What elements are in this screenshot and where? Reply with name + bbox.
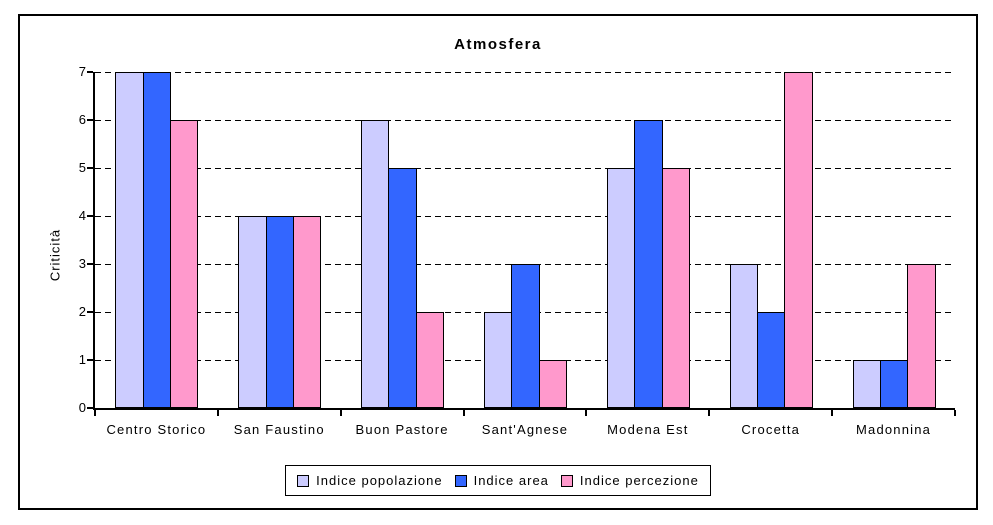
x-tick-4 [585,410,588,416]
y-tick-label-0: 0 [78,400,86,415]
x-tick-5 [708,410,711,416]
legend-label: Indice popolazione [316,473,443,488]
legend-label: Indice percezione [579,473,699,488]
category-label-7: Madonnina [855,422,932,437]
y-tick-label-6: 6 [78,112,86,127]
legend-wrapper: Indice popolazione Indice area Indice perc… [18,465,978,496]
y-tick-label-4: 4 [78,208,86,223]
bar-series1-sant-agnese [484,312,513,408]
legend-swatch-icon [560,474,573,487]
bar-series2-modena-est [634,120,663,408]
x-tick-1 [216,410,219,416]
bar-series1-madonnina [852,360,881,408]
bar-series2-madonnina [879,360,909,408]
x-tick-0 [94,410,96,416]
y-tick-7 [87,71,93,73]
legend-swatch-icon [297,474,310,487]
bar-series1-modena-est [606,168,636,408]
bar-series3-sant-agnese [538,360,567,408]
legend-item-3: Indice percezione [560,473,699,488]
y-tick-6 [87,119,93,121]
bar-series3-crocetta [784,72,813,408]
bar-series3-madonnina [907,264,936,408]
x-tick-3 [462,410,465,416]
category-label-3: Buon Pastore [355,422,449,437]
category-label-1: Centro Storico [106,422,207,437]
bar-series2-crocetta [757,312,786,408]
bar-series1-crocetta [729,264,759,408]
category-label-4: Sant'Agnese [481,422,569,437]
y-tick-label-5: 5 [78,160,86,175]
gridline-7 [95,71,955,73]
legend: Indice popolazione Indice area Indice perc… [285,465,711,496]
gridline-4 [95,215,955,217]
bar-series3-buon-pastore [415,312,445,408]
y-tick-label-1: 1 [78,352,86,367]
x-tick-6 [831,410,834,416]
legend-label: Indice area [473,473,549,488]
bar-series1-buon-pastore [361,120,390,408]
y-tick-3 [87,263,93,265]
x-tick-2 [339,410,342,416]
bar-series2-centro-storico [142,72,172,408]
gridline-5 [95,167,955,169]
x-tick-7 [954,410,956,416]
bar-series1-centro-storico [115,72,144,408]
chart-title: Atmosfera [454,36,542,53]
y-tick-0 [87,407,93,409]
legend-item-1: Indice popolazione [297,473,442,488]
category-label-5: Modena Est [607,422,689,437]
y-tick-label-2: 2 [78,304,86,319]
y-tick-label-7: 7 [78,64,86,79]
bar-series2-sant-agnese [511,264,540,408]
bar-series2-buon-pastore [388,168,417,408]
gridline-6 [95,119,955,121]
y-axis-line [93,72,95,410]
x-axis-line [95,408,955,410]
legend-swatch-icon [454,474,467,487]
y-tick-1 [87,359,93,361]
bar-series1-san-faustino [238,216,267,408]
y-tick-4 [87,215,93,217]
y-tick-2 [87,311,93,313]
bar-series3-san-faustino [292,216,322,408]
bar-series3-modena-est [661,168,690,408]
legend-item-2: Indice area [454,473,549,488]
y-tick-label-3: 3 [78,256,86,271]
category-label-2: San Faustino [233,422,325,437]
bar-series2-san-faustino [265,216,294,408]
bar-series3-centro-storico [170,120,199,408]
y-tick-5 [87,167,93,169]
category-label-6: Crocetta [741,422,801,437]
y-axis-title: Criticità [47,228,63,282]
